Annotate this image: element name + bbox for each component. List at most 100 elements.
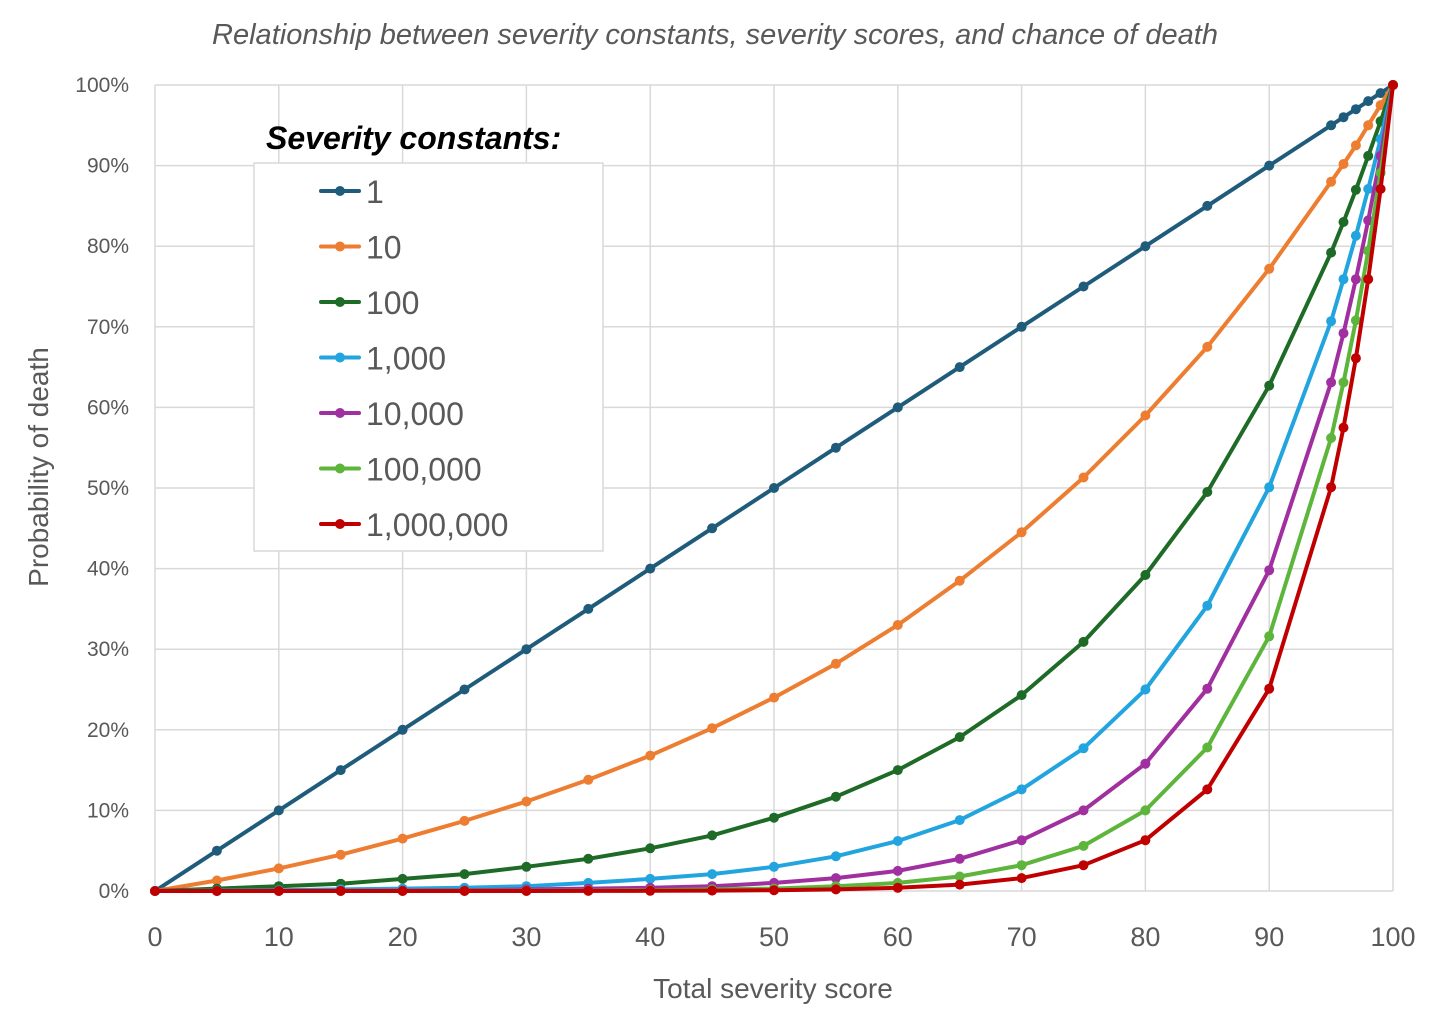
data-point xyxy=(1264,263,1275,274)
legend-item: 1 xyxy=(319,174,384,210)
series-7 xyxy=(150,80,1398,896)
x-tick-label: 30 xyxy=(511,922,541,952)
x-tick-label: 40 xyxy=(635,922,665,952)
data-point xyxy=(1326,433,1337,443)
data-point xyxy=(521,644,532,655)
y-tick-label: 100% xyxy=(75,74,129,97)
data-point xyxy=(830,791,841,802)
data-point xyxy=(1350,104,1361,115)
x-tick-label: 90 xyxy=(1254,922,1284,952)
data-point xyxy=(954,871,965,882)
data-point xyxy=(707,830,718,841)
x-axis-label: Total severity score xyxy=(653,973,893,1004)
data-point xyxy=(1338,217,1349,227)
data-point xyxy=(273,863,284,874)
data-point xyxy=(211,875,222,886)
data-point xyxy=(645,750,656,761)
data-point xyxy=(1202,341,1213,352)
legend-box xyxy=(253,162,604,552)
data-point xyxy=(1388,80,1398,90)
data-point xyxy=(1140,684,1151,695)
legend-label: 10,000 xyxy=(366,396,464,432)
data-point xyxy=(1326,120,1337,131)
legend-label: 1,000,000 xyxy=(366,507,508,543)
legend-item: 10 xyxy=(319,230,402,266)
data-point xyxy=(830,442,841,453)
data-point xyxy=(645,873,656,884)
data-point xyxy=(769,692,779,703)
data-point xyxy=(830,851,841,862)
x-tick-label: 50 xyxy=(759,922,789,952)
y-tick-label: 40% xyxy=(87,558,129,581)
legend-item: 1,000 xyxy=(319,341,446,377)
data-point xyxy=(1202,487,1213,497)
data-point xyxy=(645,885,656,896)
data-point xyxy=(1363,120,1374,131)
data-point xyxy=(1140,758,1151,769)
y-tick-label: 50% xyxy=(87,477,129,500)
data-point xyxy=(521,861,532,872)
data-point xyxy=(645,563,656,574)
data-point xyxy=(1350,230,1361,241)
legend-swatch-marker xyxy=(335,408,345,418)
data-point xyxy=(1264,683,1275,694)
data-point xyxy=(1264,565,1275,576)
data-point xyxy=(1078,636,1089,647)
data-point xyxy=(521,886,532,896)
data-point xyxy=(1264,160,1275,171)
data-point xyxy=(1350,353,1361,364)
data-point xyxy=(459,684,470,695)
legend: Severity constants: 1 10 100 1,000 10,000 100… xyxy=(253,120,604,552)
legend-title: Severity constants: xyxy=(266,120,561,156)
data-point xyxy=(150,886,160,896)
data-point xyxy=(1326,482,1337,493)
data-point xyxy=(830,658,841,669)
data-point xyxy=(459,869,470,880)
data-point xyxy=(1202,784,1213,795)
data-point xyxy=(397,886,408,896)
x-tick-label: 70 xyxy=(1007,922,1037,952)
data-point xyxy=(1016,784,1027,795)
data-point xyxy=(1338,274,1349,285)
series-2 xyxy=(150,80,1398,896)
data-point xyxy=(892,882,903,893)
data-point xyxy=(1078,472,1089,483)
data-point xyxy=(954,815,965,826)
legend-swatch-marker xyxy=(335,519,345,529)
data-point xyxy=(892,836,903,846)
data-point xyxy=(1264,380,1275,391)
data-point xyxy=(1016,860,1027,871)
data-point xyxy=(1202,683,1213,694)
data-point xyxy=(397,873,408,884)
data-point xyxy=(769,483,779,493)
data-point xyxy=(707,523,718,534)
data-point xyxy=(769,861,779,872)
legend-swatch-marker xyxy=(335,297,345,307)
data-point xyxy=(1338,328,1349,339)
legend-swatch-marker xyxy=(335,463,345,474)
y-tick-label: 0% xyxy=(99,880,129,903)
data-point xyxy=(707,885,718,896)
data-point xyxy=(769,812,779,823)
series-lines xyxy=(150,80,1398,896)
data-point xyxy=(954,732,965,743)
data-point xyxy=(1350,274,1361,285)
data-point xyxy=(335,849,346,860)
data-point xyxy=(1363,274,1374,285)
y-tick-label: 80% xyxy=(87,235,129,258)
x-tick-label: 20 xyxy=(388,922,418,952)
data-point xyxy=(954,575,965,586)
legend-item: 100 xyxy=(319,285,419,321)
data-point xyxy=(273,886,284,896)
data-point xyxy=(1363,150,1374,161)
legend-label: 100,000 xyxy=(366,452,482,488)
data-point xyxy=(1016,835,1027,846)
data-point xyxy=(892,402,903,413)
y-tick-label: 20% xyxy=(87,719,129,742)
data-point xyxy=(1016,873,1027,884)
data-point xyxy=(830,884,841,895)
data-point xyxy=(521,796,532,807)
x-tick-label: 0 xyxy=(147,922,162,952)
data-point xyxy=(211,886,222,896)
